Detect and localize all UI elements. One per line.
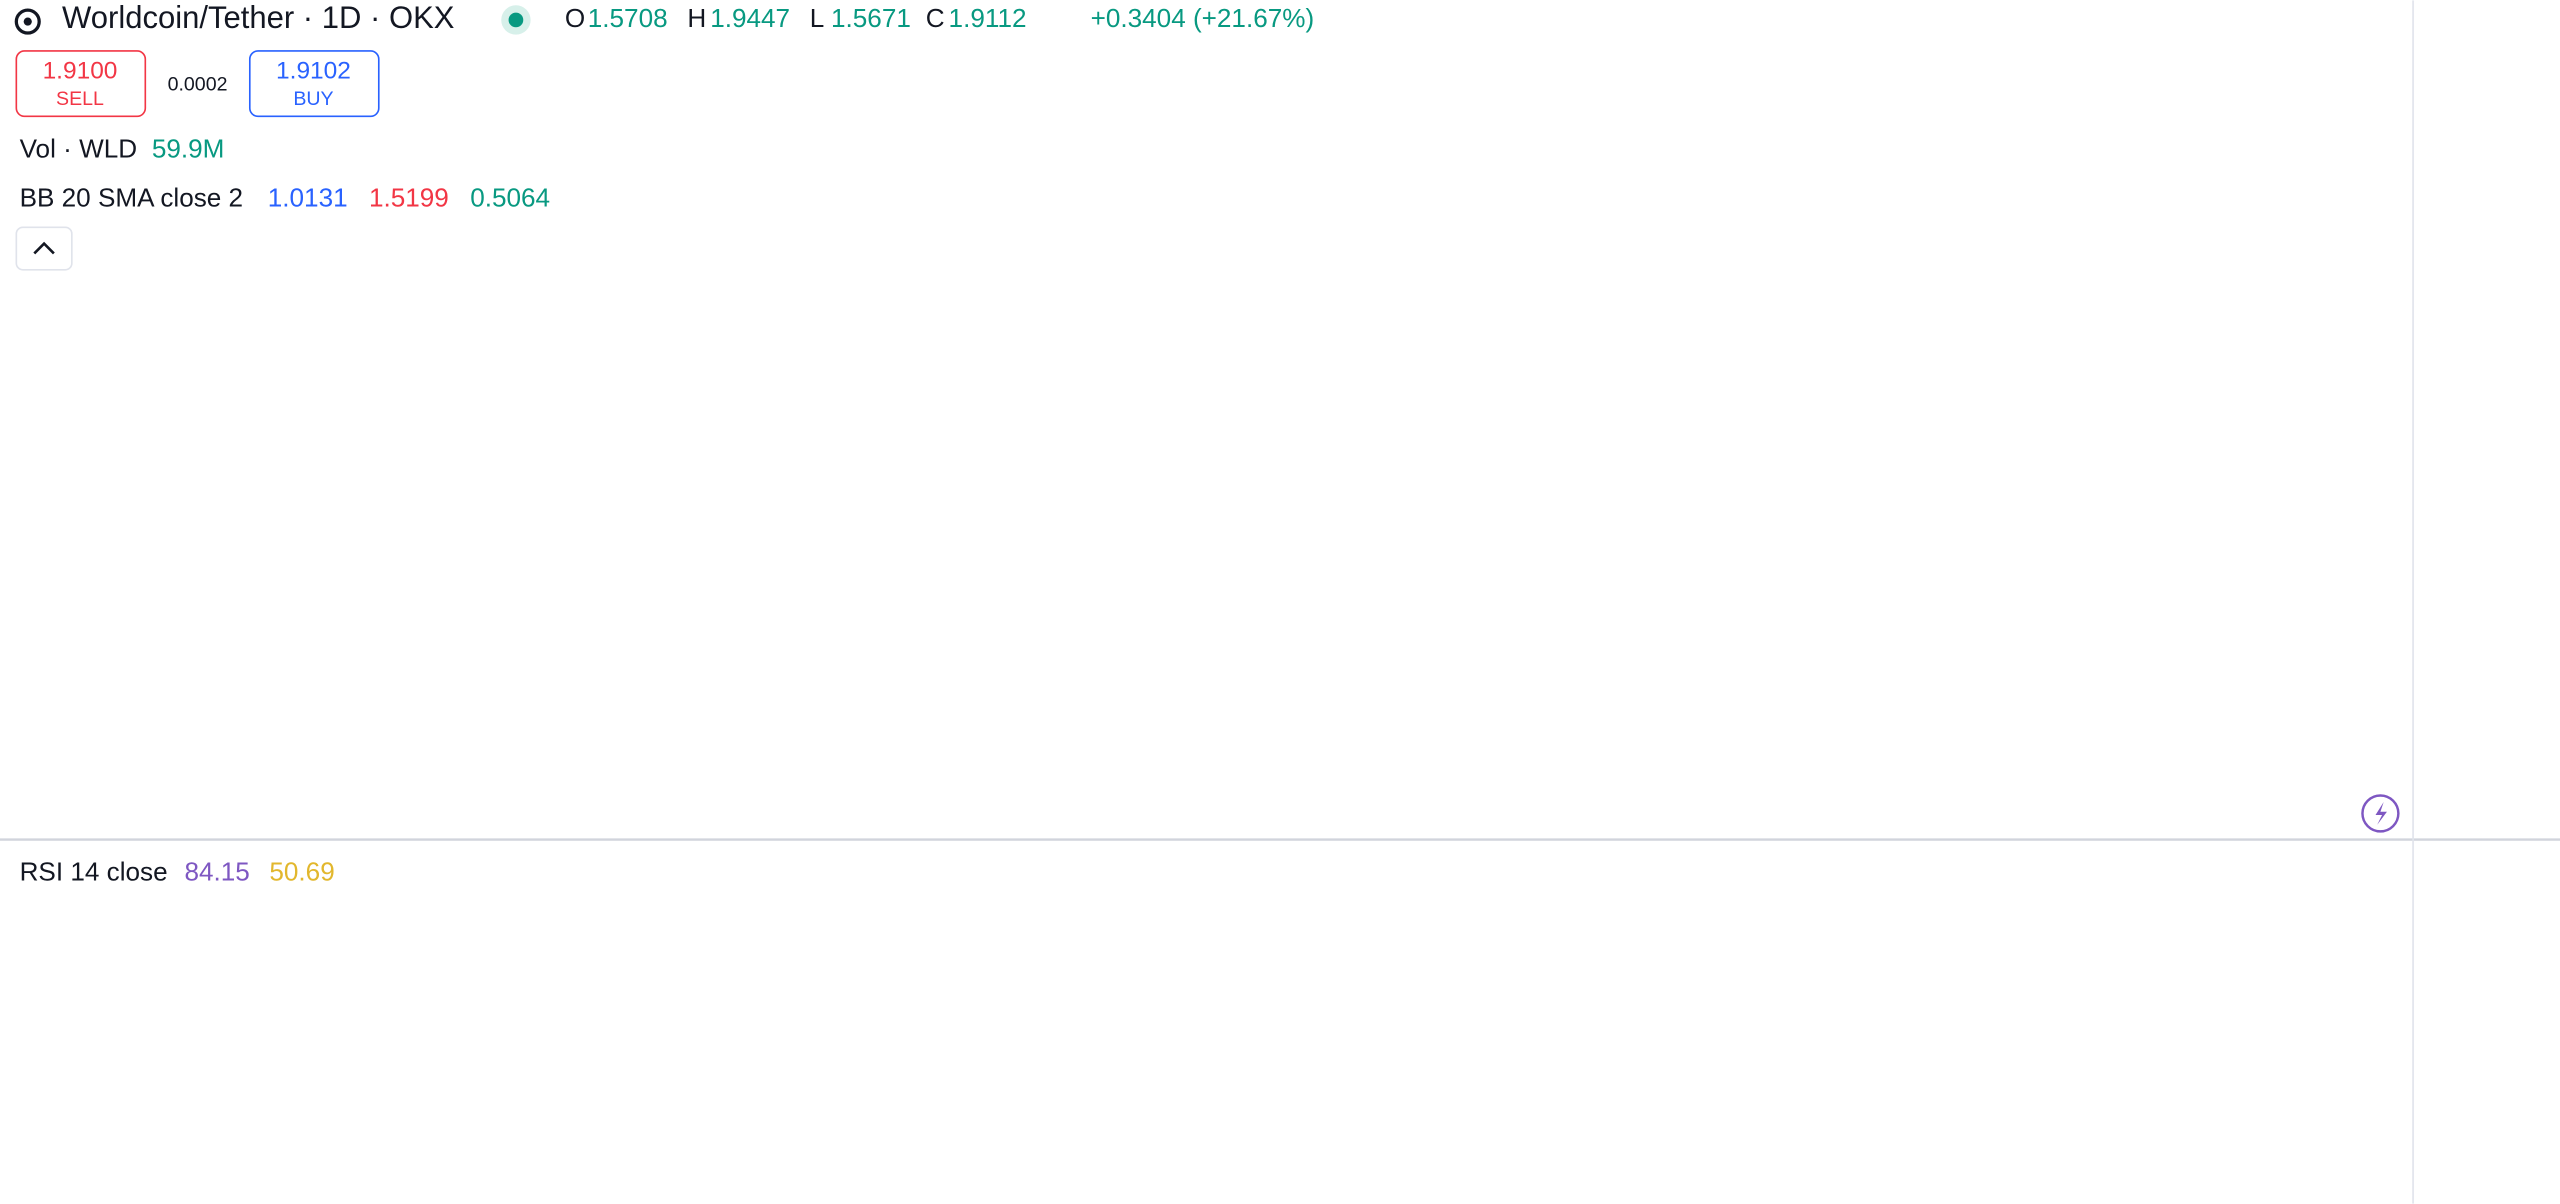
rsi-legend: RSI 14 close	[20, 857, 168, 887]
collapse-icon[interactable]	[33, 241, 55, 255]
bb-legend: BB 20 SMA close 2	[20, 182, 243, 212]
ohlc-value: 1.5708	[588, 3, 668, 33]
ohlc-label: C	[926, 3, 945, 33]
logo-dot	[23, 17, 32, 26]
spread: 0.0002	[168, 73, 228, 95]
ohlc-label: L	[810, 3, 825, 33]
sell-button[interactable]	[15, 50, 147, 118]
buy-button[interactable]	[248, 50, 380, 118]
bb-lower-value: 0.5064	[470, 182, 550, 212]
buy-label[interactable]: BUY	[293, 88, 333, 110]
rsi-legend-value: 84.15	[184, 857, 249, 887]
rsi-ma-legend-value: 50.69	[269, 857, 334, 887]
volume-legend-value: 59.9M	[152, 133, 225, 163]
bb-middle-value: 1.0131	[268, 182, 348, 212]
sell-price[interactable]: 1.9100	[43, 58, 118, 85]
symbol-title: Worldcoin/Tether · 1D · OKX	[62, 0, 455, 35]
ohlc-label: H	[687, 3, 706, 33]
status-dot	[508, 12, 524, 28]
ohlc-value: 1.9447	[710, 3, 790, 33]
buy-price[interactable]: 1.9102	[276, 58, 351, 85]
sell-label[interactable]: SELL	[56, 88, 104, 110]
ohlc-value: 1.5671	[831, 3, 911, 33]
change: +0.3404 (+21.67%)	[1091, 3, 1315, 33]
bb-upper-value: 1.5199	[369, 182, 449, 212]
collapse-button[interactable]	[15, 226, 73, 271]
ohlc-value: 1.9112	[949, 3, 1027, 33]
volume-legend: Vol · WLD	[20, 133, 138, 163]
alert-icon[interactable]	[2375, 802, 2387, 825]
ohlc-label: O	[565, 3, 585, 33]
